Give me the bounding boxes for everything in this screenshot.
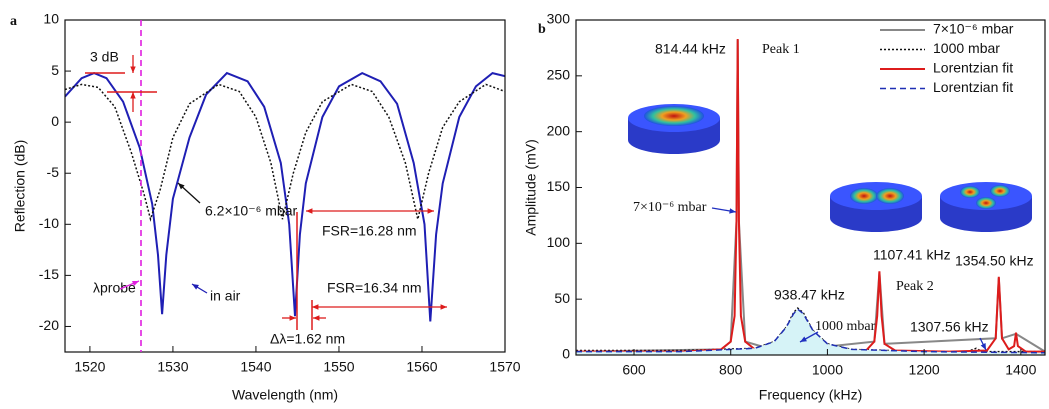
x-tick-label: 1570	[489, 359, 520, 375]
panel-label: a	[10, 14, 17, 29]
y-tick-label: 250	[547, 67, 571, 83]
x-tick-label: 1530	[157, 359, 188, 375]
annotation: FSR=16.34 nm	[327, 280, 422, 296]
x-axis-title: Frequency (kHz)	[759, 387, 862, 403]
annotation: 938.47 kHz	[774, 287, 845, 303]
inset-mode-2	[830, 182, 922, 232]
arrow-head	[306, 208, 313, 214]
y-tick-label: -10	[39, 215, 59, 231]
arrow-head	[130, 92, 136, 99]
inset-mode-3	[940, 182, 1032, 232]
annotation: Peak 2	[896, 279, 934, 294]
annotation: 7×10⁻⁶ mbar	[633, 200, 707, 215]
y-axis-title: Amplitude (mV)	[523, 139, 539, 235]
arrow-head	[800, 336, 807, 342]
legend-label: Lorentzian fit	[933, 79, 1013, 95]
x-tick-label: 1560	[406, 359, 437, 375]
plot-frame	[64, 19, 506, 353]
arrow-head	[132, 280, 139, 287]
arrow-head	[980, 343, 986, 350]
series-line	[576, 308, 1045, 354]
series-line	[65, 71, 505, 322]
arrow-head	[729, 208, 736, 214]
arrow-head	[313, 315, 320, 321]
arrow-head	[192, 284, 199, 290]
y-axis-title: Reflection (dB)	[12, 140, 28, 233]
x-tick-label: 1520	[74, 359, 105, 375]
y-tick-label: 150	[547, 178, 571, 194]
x-axis-title: Wavelength (nm)	[232, 387, 338, 403]
x-tick-label: 1400	[1005, 362, 1036, 378]
x-tick-label: 1550	[323, 359, 354, 375]
series-line	[65, 83, 505, 222]
annotation: Δλ=1.62 nm	[270, 331, 345, 347]
inset-mode-1	[628, 104, 720, 154]
y-tick-label: 100	[547, 234, 571, 250]
series-line	[576, 38, 1045, 353]
arrow-head	[440, 304, 447, 310]
arrow-head	[289, 315, 296, 321]
arrow-head	[312, 304, 319, 310]
y-tick-label: -20	[39, 317, 59, 333]
x-tick-label: 1200	[909, 362, 940, 378]
legend-label: 7×10⁻⁶ mbar	[933, 21, 1014, 37]
series-area	[576, 309, 1045, 355]
y-tick-label: -5	[47, 164, 60, 180]
y-tick-label: 300	[547, 11, 571, 27]
arrow-head	[427, 208, 434, 214]
legend-label: 1000 mbar	[933, 40, 1000, 56]
x-tick-label: 800	[719, 362, 743, 378]
annotation: 6.2×10⁻⁶ mbar	[205, 203, 297, 219]
annotation: FSR=16.28 nm	[322, 223, 417, 239]
y-tick-label: 50	[554, 290, 570, 306]
y-tick-label: 10	[43, 11, 59, 27]
annotation: 3 dB	[90, 49, 119, 65]
panel-label: b	[538, 22, 546, 37]
annotation: 1307.56 kHz	[910, 319, 989, 335]
y-tick-label: -15	[39, 266, 59, 282]
annotation: 1107.41 kHz	[873, 247, 951, 263]
arrow-head	[178, 183, 185, 190]
annotation: in air	[210, 288, 241, 304]
annotation: 1354.50 kHz	[955, 253, 1034, 269]
annotation: λprobe	[93, 280, 136, 296]
arrow-head	[130, 66, 136, 73]
annotation: 1000 mbar	[815, 319, 876, 334]
y-tick-label: 0	[51, 113, 59, 129]
y-tick-label: 0	[562, 346, 570, 362]
y-tick-label: 200	[547, 122, 571, 138]
legend-label: Lorentzian fit	[933, 60, 1013, 76]
x-tick-label: 1000	[812, 362, 843, 378]
y-tick-label: 5	[51, 62, 59, 78]
x-tick-label: 600	[622, 362, 646, 378]
annotation: 814.44 kHz	[655, 41, 726, 57]
x-tick-label: 1540	[240, 359, 271, 375]
annotation: Peak 1	[762, 42, 800, 57]
